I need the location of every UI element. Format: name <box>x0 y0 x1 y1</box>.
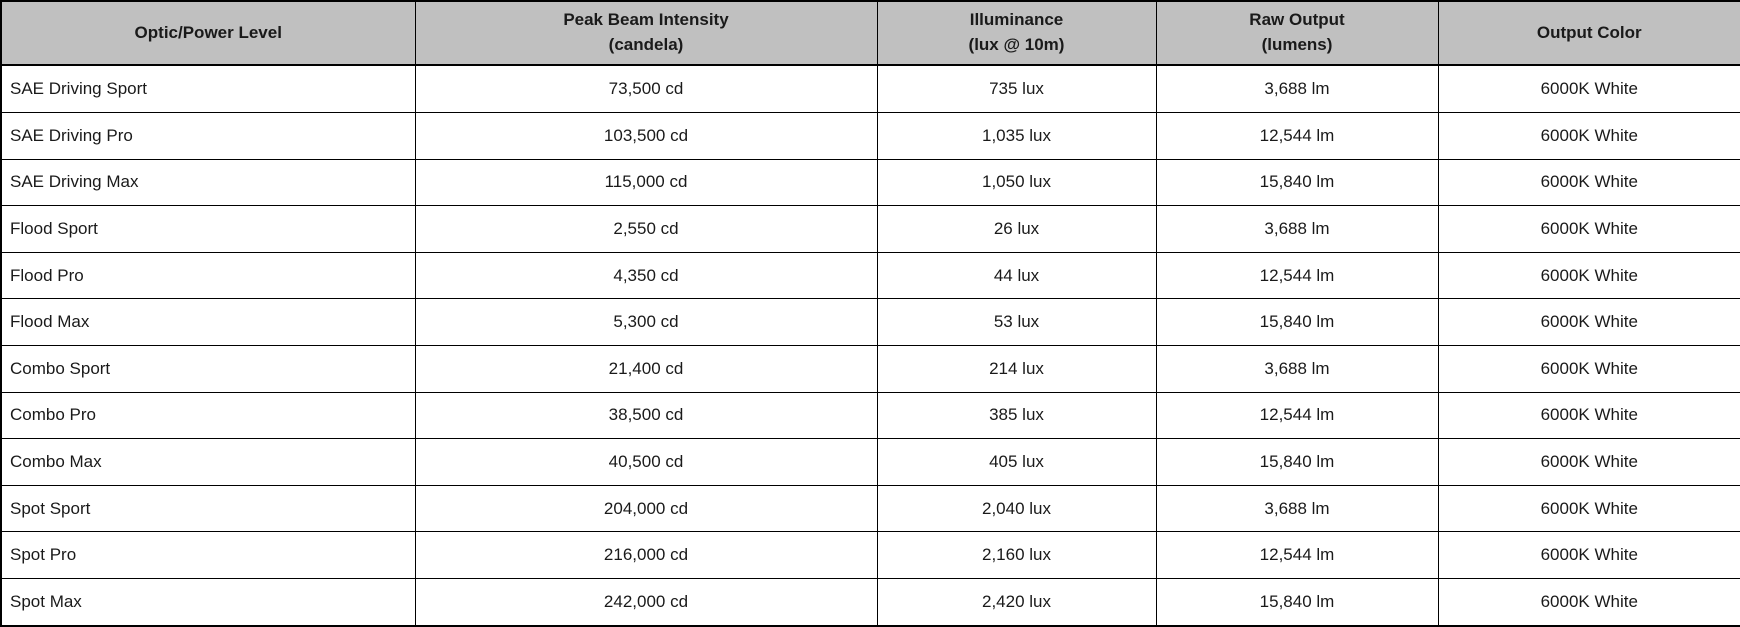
cell-raw-output: 12,544 lm <box>1155 251 1439 300</box>
cell-peak-beam-intensity: 73,500 cd <box>414 64 878 114</box>
column-header-label: Output Color <box>1536 22 1642 42</box>
cell-peak-beam-intensity: 4,350 cd <box>414 251 878 300</box>
cell-peak-beam-intensity: 103,500 cd <box>414 112 878 160</box>
cell-illuminance: 2,160 lux <box>876 531 1157 579</box>
table-row: Spot Pro 216,000 cd 2,160 lux 12,544 lm … <box>0 531 1740 579</box>
column-header-label: Peak Beam Intensity <box>563 10 729 30</box>
cell-illuminance: 214 lux <box>876 344 1157 393</box>
cell-output-color: 6000K White <box>1437 484 1740 533</box>
cell-optic-power-level: Combo Pro <box>0 391 416 440</box>
table-row: Combo Sport 21,400 cd 214 lux 3,688 lm 6… <box>0 344 1740 393</box>
column-header-peak-beam-intensity: Peak Beam Intensity (candela) <box>414 0 878 66</box>
cell-illuminance: 405 lux <box>876 438 1157 486</box>
column-header-illuminance: Illuminance (lux @ 10m) <box>876 0 1157 66</box>
cell-output-color: 6000K White <box>1437 251 1740 300</box>
cell-raw-output: 3,688 lm <box>1155 205 1439 253</box>
cell-output-color: 6000K White <box>1437 577 1740 627</box>
table-row: Combo Max 40,500 cd 405 lux 15,840 lm 60… <box>0 438 1740 486</box>
cell-illuminance: 26 lux <box>876 205 1157 253</box>
table-row: Flood Max 5,300 cd 53 lux 15,840 lm 6000… <box>0 298 1740 346</box>
cell-raw-output: 15,840 lm <box>1155 577 1439 627</box>
cell-peak-beam-intensity: 115,000 cd <box>414 158 878 207</box>
cell-optic-power-level: SAE Driving Pro <box>0 112 416 160</box>
cell-optic-power-level: Flood Max <box>0 298 416 346</box>
cell-raw-output: 3,688 lm <box>1155 484 1439 533</box>
cell-optic-power-level: Spot Pro <box>0 531 416 579</box>
cell-optic-power-level: SAE Driving Sport <box>0 64 416 114</box>
cell-illuminance: 735 lux <box>876 64 1157 114</box>
cell-optic-power-level: Combo Sport <box>0 344 416 393</box>
table-row: SAE Driving Sport 73,500 cd 735 lux 3,68… <box>0 64 1740 114</box>
cell-illuminance: 53 lux <box>876 298 1157 346</box>
cell-optic-power-level: Combo Max <box>0 438 416 486</box>
cell-optic-power-level: Spot Max <box>0 577 416 627</box>
column-header-unit: (lumens) <box>1261 35 1333 54</box>
cell-illuminance: 385 lux <box>876 391 1157 440</box>
cell-optic-power-level: Spot Sport <box>0 484 416 533</box>
cell-illuminance: 44 lux <box>876 251 1157 300</box>
cell-raw-output: 15,840 lm <box>1155 158 1439 207</box>
cell-raw-output: 12,544 lm <box>1155 531 1439 579</box>
cell-illuminance: 1,050 lux <box>876 158 1157 207</box>
cell-peak-beam-intensity: 38,500 cd <box>414 391 878 440</box>
cell-output-color: 6000K White <box>1437 391 1740 440</box>
column-header-label: Optic/Power Level <box>134 22 282 42</box>
column-header-output-color: Output Color <box>1437 0 1740 66</box>
table-row: Flood Sport 2,550 cd 26 lux 3,688 lm 600… <box>0 205 1740 253</box>
cell-output-color: 6000K White <box>1437 438 1740 486</box>
cell-illuminance: 1,035 lux <box>876 112 1157 160</box>
cell-peak-beam-intensity: 204,000 cd <box>414 484 878 533</box>
table-header-row: Optic/Power Level Peak Beam Intensity (c… <box>0 0 1740 66</box>
cell-optic-power-level: Flood Sport <box>0 205 416 253</box>
column-header-raw-output: Raw Output (lumens) <box>1155 0 1439 66</box>
column-header-label: Raw Output <box>1249 10 1345 30</box>
cell-illuminance: 2,040 lux <box>876 484 1157 533</box>
table-row: Flood Pro 4,350 cd 44 lux 12,544 lm 6000… <box>0 251 1740 300</box>
column-header-label: Illuminance <box>969 10 1064 30</box>
table-body: SAE Driving Sport 73,500 cd 735 lux 3,68… <box>0 64 1740 627</box>
table-row: Spot Sport 204,000 cd 2,040 lux 3,688 lm… <box>0 484 1740 533</box>
cell-output-color: 6000K White <box>1437 205 1740 253</box>
table-row: SAE Driving Pro 103,500 cd 1,035 lux 12,… <box>0 112 1740 160</box>
cell-output-color: 6000K White <box>1437 344 1740 393</box>
cell-output-color: 6000K White <box>1437 531 1740 579</box>
table-row: SAE Driving Max 115,000 cd 1,050 lux 15,… <box>0 158 1740 207</box>
cell-peak-beam-intensity: 5,300 cd <box>414 298 878 346</box>
cell-raw-output: 12,544 lm <box>1155 391 1439 440</box>
cell-raw-output: 12,544 lm <box>1155 112 1439 160</box>
cell-peak-beam-intensity: 242,000 cd <box>414 577 878 627</box>
cell-raw-output: 3,688 lm <box>1155 64 1439 114</box>
cell-peak-beam-intensity: 21,400 cd <box>414 344 878 393</box>
cell-optic-power-level: SAE Driving Max <box>0 158 416 207</box>
cell-illuminance: 2,420 lux <box>876 577 1157 627</box>
cell-raw-output: 15,840 lm <box>1155 298 1439 346</box>
cell-peak-beam-intensity: 40,500 cd <box>414 438 878 486</box>
table-row: Spot Max 242,000 cd 2,420 lux 15,840 lm … <box>0 577 1740 627</box>
cell-raw-output: 3,688 lm <box>1155 344 1439 393</box>
cell-optic-power-level: Flood Pro <box>0 251 416 300</box>
table-row: Combo Pro 38,500 cd 385 lux 12,544 lm 60… <box>0 391 1740 440</box>
cell-output-color: 6000K White <box>1437 158 1740 207</box>
cell-peak-beam-intensity: 216,000 cd <box>414 531 878 579</box>
cell-output-color: 6000K White <box>1437 298 1740 346</box>
column-header-unit: (candela) <box>608 35 684 54</box>
column-header-unit: (lux @ 10m) <box>968 35 1065 54</box>
cell-raw-output: 15,840 lm <box>1155 438 1439 486</box>
column-header-optic-power-level: Optic/Power Level <box>0 0 416 66</box>
cell-output-color: 6000K White <box>1437 64 1740 114</box>
cell-peak-beam-intensity: 2,550 cd <box>414 205 878 253</box>
cell-output-color: 6000K White <box>1437 112 1740 160</box>
